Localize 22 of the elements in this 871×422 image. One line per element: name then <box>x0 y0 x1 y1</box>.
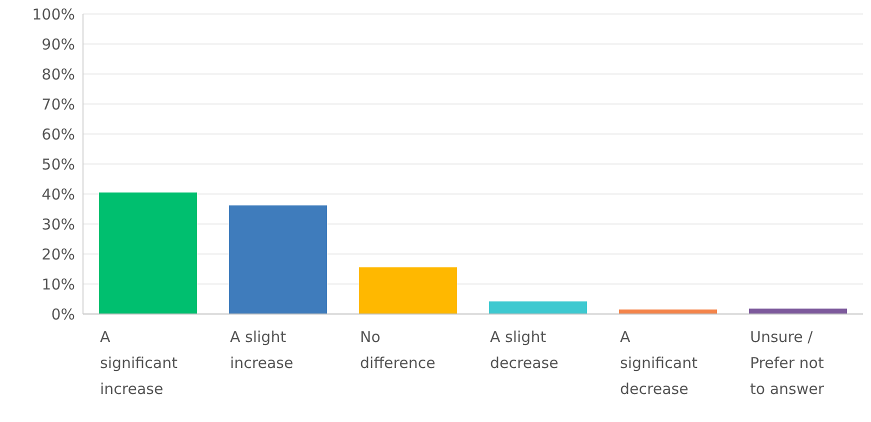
y-tick-label: 100% <box>32 5 75 24</box>
y-tick-label: 30% <box>42 215 75 234</box>
x-tick-label: A significant increase <box>100 328 178 398</box>
bar <box>99 192 197 314</box>
bar <box>749 308 847 314</box>
y-tick-label: 10% <box>42 275 75 294</box>
bar <box>489 301 587 314</box>
y-tick-label: 70% <box>42 95 75 114</box>
y-tick-label: 60% <box>42 125 75 144</box>
x-tick-label: A slight decrease <box>490 328 558 372</box>
x-tick-label: No difference <box>360 328 436 372</box>
y-tick-label: 50% <box>42 155 75 174</box>
bar <box>359 267 457 314</box>
bar <box>229 205 327 314</box>
y-tick-label: 90% <box>42 35 75 54</box>
x-tick-label: A significant decrease <box>620 328 698 398</box>
x-tick-label: A slight increase <box>230 328 294 372</box>
y-tick-label: 0% <box>51 305 75 324</box>
y-tick-label: 80% <box>42 65 75 84</box>
y-tick-label: 40% <box>42 185 75 204</box>
y-tick-label: 20% <box>42 245 75 264</box>
x-tick-label: Unsure / Prefer not to answer <box>750 328 825 398</box>
